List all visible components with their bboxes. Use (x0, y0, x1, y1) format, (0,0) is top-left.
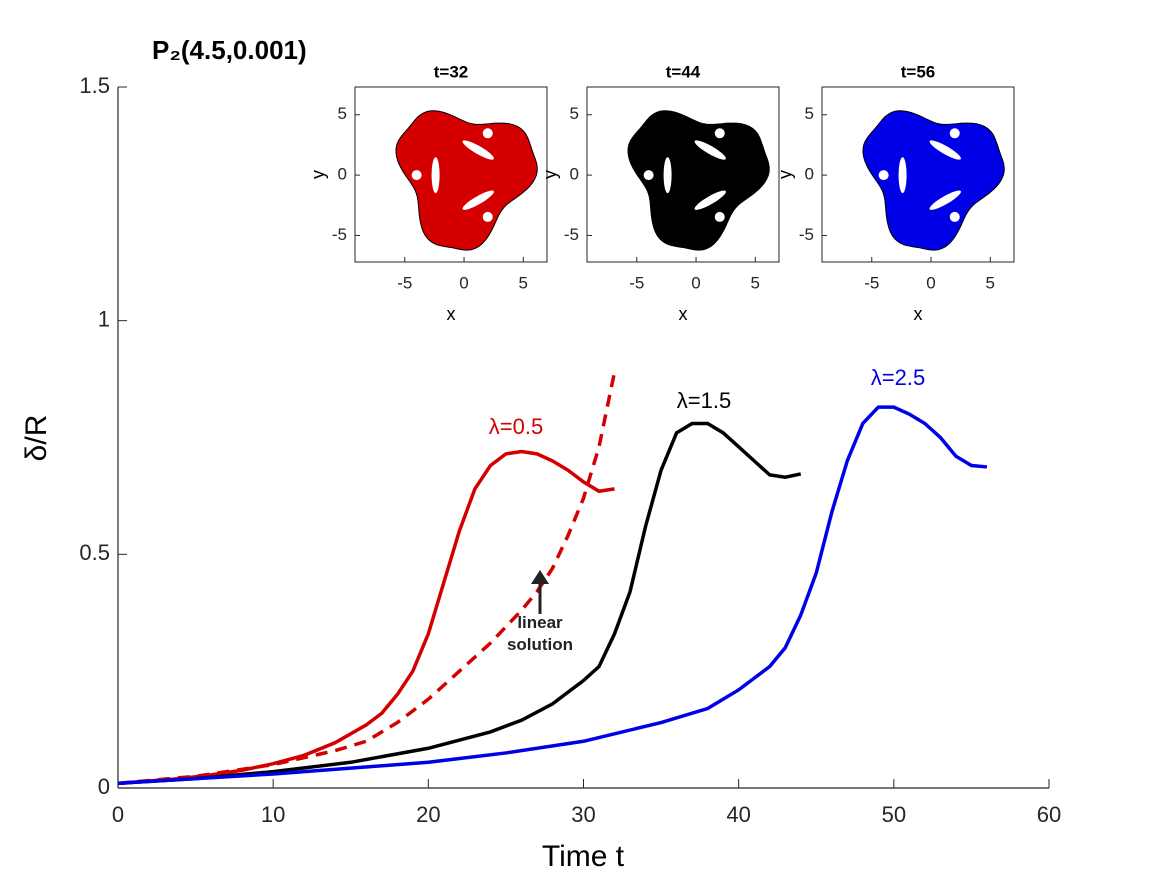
inset-y-label: y (775, 170, 795, 179)
annotation-arrowhead (531, 570, 549, 584)
inset-hole (949, 128, 960, 139)
inset-y-tick-label: 0 (805, 165, 814, 184)
inset-hole (929, 190, 961, 210)
annotation: linear solution (506, 613, 574, 654)
inset-hole (663, 157, 672, 194)
inset-x-label: x (914, 304, 923, 324)
inset-x-tick-label: -5 (629, 273, 644, 292)
inset-y-label: y (540, 170, 560, 179)
inset-y-tick-label: 0 (338, 165, 347, 184)
inset-title: t=56 (901, 62, 936, 81)
chart-title: P₂(4.5,0.001) (152, 35, 307, 65)
inset-y-tick-label: -5 (799, 225, 814, 244)
inset-title: t=44 (666, 62, 701, 81)
inset-y-tick-label: -5 (564, 225, 579, 244)
inset-y-label: y (308, 170, 328, 179)
inset-title: t=32 (434, 62, 469, 81)
inset-hole (878, 170, 889, 181)
inset-hole (482, 128, 493, 139)
inset-hole (949, 211, 960, 222)
inset-y-tick-label: 5 (805, 104, 814, 123)
y-tick-label: 0.5 (79, 540, 110, 565)
x-axis-label: Time t (542, 840, 625, 873)
inset-frame (586, 86, 780, 263)
inset-y-tick-label: -5 (332, 225, 347, 244)
inset-y-tick-label: 0 (570, 165, 579, 184)
inset-hole (643, 170, 654, 181)
inset-hole (462, 190, 494, 210)
y-tick-label: 1 (98, 306, 110, 331)
inset-shape (862, 110, 1005, 251)
inset-hole (694, 190, 726, 210)
inset-shape (627, 110, 770, 251)
x-tick-label: 60 (1037, 802, 1061, 827)
inset-x-tick-label: 0 (459, 273, 468, 292)
inset-y-tick-label: 5 (570, 104, 579, 123)
x-tick-label: 10 (261, 802, 285, 827)
inset-x-tick-label: 0 (926, 273, 935, 292)
inset-hole (898, 157, 907, 194)
x-tick-label: 30 (571, 802, 595, 827)
series-label: λ=2.5 (871, 365, 925, 390)
inset-hole (714, 128, 725, 139)
inset-hole (929, 140, 961, 160)
x-tick-label: 20 (416, 802, 440, 827)
inset-hole (431, 157, 440, 194)
inset-hole (714, 211, 725, 222)
y-axis-label: δ/R (20, 415, 53, 462)
inset-x-tick-label: -5 (397, 273, 412, 292)
inset-hole (462, 140, 494, 160)
x-tick-label: 0 (112, 802, 124, 827)
inset-frame (821, 86, 1015, 263)
inset-x-label: x (447, 304, 456, 324)
x-tick-label: 40 (726, 802, 750, 827)
y-tick-label: 0 (98, 774, 110, 799)
inset-hole (694, 140, 726, 160)
series-line (117, 405, 988, 786)
inset-hole (482, 211, 493, 222)
inset-y-tick-label: 5 (338, 104, 347, 123)
inset-x-tick-label: -5 (864, 273, 879, 292)
series-label: λ=1.5 (677, 388, 731, 413)
series-line (117, 421, 802, 786)
series-line (117, 371, 617, 786)
inset-x-tick-label: 0 (691, 273, 700, 292)
inset-frame (354, 86, 548, 263)
series-label: λ=0.5 (489, 414, 543, 439)
inset-x-label: x (679, 304, 688, 324)
x-tick-label: 50 (882, 802, 906, 827)
inset-shape (395, 110, 538, 251)
y-tick-label: 1.5 (79, 73, 110, 98)
inset-x-tick-label: 5 (751, 273, 760, 292)
inset-x-tick-label: 5 (986, 273, 995, 292)
inset-hole (411, 170, 422, 181)
inset-x-tick-label: 5 (519, 273, 528, 292)
